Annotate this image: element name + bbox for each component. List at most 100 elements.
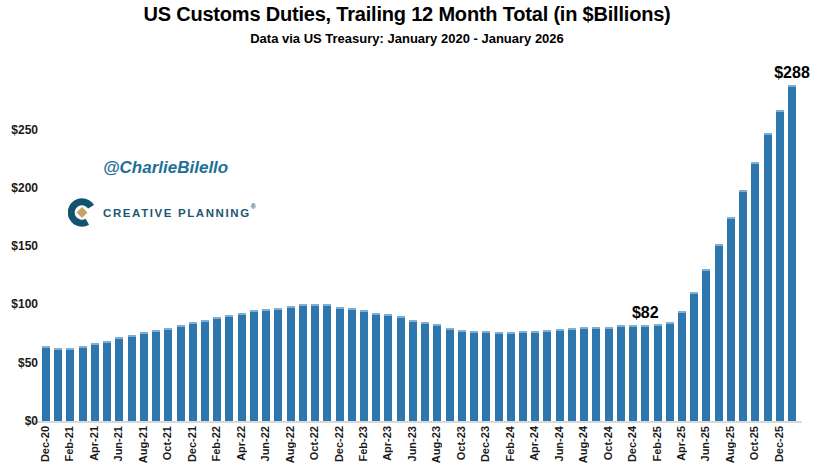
bar-Aug-24	[580, 327, 588, 421]
x-tick-label: Dec-24	[626, 426, 638, 462]
bar-Dec-22	[336, 307, 344, 421]
x-tick-label: Oct-22	[308, 426, 320, 460]
x-tick-label: Jun-22	[259, 426, 271, 461]
bar-Jul-25	[715, 244, 723, 421]
bar-Jun-25	[702, 269, 710, 421]
x-tick-label: Jun-21	[112, 426, 124, 461]
x-tick-label: Dec-23	[479, 426, 491, 462]
y-tick-label: $150	[0, 239, 38, 253]
bar-Mar-23	[372, 313, 380, 421]
x-tick-label: Jun-25	[699, 426, 711, 461]
bar-Aug-25	[727, 217, 735, 421]
y-tick-label: $50	[0, 356, 38, 370]
bar-Jul-23	[421, 322, 429, 421]
bar-Jul-22	[274, 308, 282, 421]
bar-Feb-24	[507, 332, 515, 421]
bar-Apr-24	[531, 331, 539, 421]
bar-Jan-21	[54, 348, 62, 421]
bar-Aug-23	[433, 324, 441, 421]
bar-Dec-25	[776, 110, 784, 421]
bar-Jan-24	[495, 332, 503, 421]
y-tick-label: $250	[0, 123, 38, 137]
bar-Jan-25	[641, 325, 649, 421]
registered-trademark-symbol: ®	[251, 203, 258, 210]
x-tick-label: Feb-21	[63, 426, 75, 461]
x-tick-label: Aug-23	[430, 426, 442, 463]
y-tick-label: $100	[0, 297, 38, 311]
bar-Oct-21	[164, 328, 172, 421]
chart-title: US Customs Duties, Trailing 12 Month Tot…	[0, 3, 814, 26]
bar-Feb-22	[213, 317, 221, 421]
bar-Nov-22	[323, 304, 331, 421]
x-tick-label: Oct-23	[455, 426, 467, 460]
bar-Jul-24	[568, 328, 576, 421]
x-tick-label: Aug-22	[284, 426, 296, 463]
bar-Dec-23	[482, 331, 490, 421]
bar-Jan-26	[788, 85, 796, 421]
bar-Mar-25	[666, 322, 674, 421]
x-tick-label: Oct-24	[602, 426, 614, 460]
chart-subtitle: Data via US Treasury: January 2020 - Jan…	[0, 31, 814, 46]
bar-Dec-20	[42, 346, 50, 421]
y-tick-label: $0	[0, 414, 38, 428]
creative-planning-logo-text: CREATIVE PLANNING®	[103, 207, 258, 219]
bar-Jul-21	[128, 335, 136, 421]
bar-Mar-22	[225, 315, 233, 421]
bar-Sep-23	[446, 328, 454, 421]
bar-Nov-21	[177, 325, 185, 421]
x-tick-label: Dec-20	[39, 426, 51, 462]
bar-Apr-22	[238, 313, 246, 421]
x-tick-label: Aug-24	[577, 426, 589, 463]
bar-Jun-24	[556, 329, 564, 421]
x-tick-label: Apr-21	[88, 426, 100, 461]
x-tick-label: Feb-25	[651, 426, 663, 461]
x-tick-label: Jun-24	[553, 426, 565, 461]
bar-Jan-23	[348, 308, 356, 421]
x-tick-label: Apr-24	[528, 426, 540, 461]
bar-Oct-23	[458, 330, 466, 421]
bar-Oct-22	[311, 304, 319, 421]
bar-Nov-24	[617, 325, 625, 421]
x-tick-label: Feb-22	[210, 426, 222, 461]
x-tick-label: Dec-22	[333, 426, 345, 462]
bar-Jun-23	[409, 320, 417, 421]
author-watermark: @CharlieBilello	[103, 158, 228, 178]
x-tick-label: Dec-21	[186, 426, 198, 462]
y-tick-label: $200	[0, 181, 38, 195]
bar-Sep-24	[592, 327, 600, 421]
bar-Feb-23	[360, 310, 368, 421]
bar-Jun-22	[262, 309, 270, 421]
bar-Mar-24	[519, 331, 527, 421]
data-label-Jan-26: $288	[760, 64, 814, 82]
bar-May-23	[397, 316, 405, 421]
bar-May-22	[250, 310, 258, 421]
bar-Feb-25	[654, 324, 662, 421]
x-tick-label: Apr-23	[381, 426, 393, 461]
bar-Oct-24	[605, 327, 613, 421]
bar-Apr-23	[384, 314, 392, 421]
bar-May-21	[103, 341, 111, 421]
bar-Jun-21	[115, 337, 123, 421]
bar-Nov-23	[470, 331, 478, 421]
bar-May-24	[543, 330, 551, 421]
x-tick-label: Apr-25	[675, 426, 687, 461]
x-tick-label: Feb-24	[504, 426, 516, 461]
x-axis-line	[34, 421, 802, 423]
bar-Apr-21	[91, 343, 99, 421]
x-tick-label: Dec-25	[773, 426, 785, 462]
bar-Nov-25	[764, 133, 772, 421]
data-label-Jan-25: $82	[613, 304, 677, 322]
x-tick-label: Feb-23	[357, 426, 369, 461]
creative-planning-logo-icon	[68, 197, 96, 228]
bar-Oct-25	[751, 162, 759, 421]
bar-Aug-21	[140, 332, 148, 421]
x-tick-label: Jun-23	[406, 426, 418, 461]
bar-Mar-21	[79, 346, 87, 421]
chart-canvas: US Customs Duties, Trailing 12 Month Tot…	[0, 0, 814, 473]
x-tick-label: Oct-25	[748, 426, 760, 460]
x-tick-label: Oct-21	[161, 426, 173, 460]
x-tick-label: Aug-21	[137, 426, 149, 463]
creative-planning-logo: CREATIVE PLANNING®	[68, 197, 258, 228]
bar-Aug-22	[287, 306, 295, 421]
bar-Dec-21	[189, 322, 197, 421]
